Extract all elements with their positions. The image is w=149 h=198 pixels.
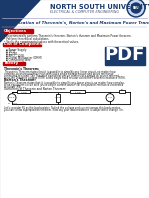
Text: • Verify the experimental values with theoretical values.: • Verify the experimental values with th… xyxy=(4,39,79,44)
Bar xyxy=(17,90,30,93)
Text: Lab 6: Verification of Thevenin's, Norton's and Maximum Power Transfer: Lab 6: Verification of Thevenin's, Norto… xyxy=(0,21,149,25)
Text: ▪ PMD - 1208: ▪ PMD - 1208 xyxy=(6,54,24,58)
Text: V₁  30 V: V₁ 30 V xyxy=(8,103,16,104)
Text: NSU: NSU xyxy=(133,6,139,10)
Circle shape xyxy=(128,1,143,15)
Text: List of Components:: List of Components: xyxy=(4,42,48,46)
Text: • Perform theoretical calculations.: • Perform theoretical calculations. xyxy=(4,37,49,41)
Text: 30 V: 30 V xyxy=(9,97,15,98)
Text: Norton's Theorem:: Norton's Theorem: xyxy=(4,78,36,82)
Text: NORTH SOUTH UNIVERSITY: NORTH SOUTH UNIVERSITY xyxy=(50,4,149,10)
Text: R₁: R₁ xyxy=(22,90,25,91)
Circle shape xyxy=(8,94,16,102)
Text: Objectives: Objectives xyxy=(4,29,27,33)
Text: to as the Thevenin voltage (VTH) and a single fixed resistor called the Thevenin: to as the Thevenin voltage (VTH) and a s… xyxy=(4,76,126,80)
Text: 7 V: 7 V xyxy=(108,97,112,98)
Text: ▪ Connecting Wire: ▪ Connecting Wire xyxy=(6,58,31,63)
Bar xyxy=(3,43,41,46)
Text: you can follow superposition theorem. Now say your load resistance is subjected : you can follow superposition theorem. No… xyxy=(4,108,124,112)
Text: Rₗ: Rₗ xyxy=(121,89,123,90)
Text: Norton's Theorem states that it is possible to simplify any linear circuit, no m: Norton's Theorem states that it is possi… xyxy=(4,81,125,85)
Text: complex, to an equivalent circuit with just a single voltage source and series r: complex, to an equivalent circuit with j… xyxy=(4,72,114,76)
Text: 4 kΩ: 4 kΩ xyxy=(21,92,26,93)
Bar xyxy=(3,29,33,32)
Bar xyxy=(55,94,59,102)
Text: ▪ Power Supply: ▪ Power Supply xyxy=(6,48,26,51)
Text: • Experimentally perform Thevenin's theorem, Norton's theorem and Maximum Power : • Experimentally perform Thevenin's theo… xyxy=(4,34,132,38)
Text: PDF: PDF xyxy=(105,47,145,65)
Text: Thevenin's Theorem states that it is possible to simplify any linear circuit, no: Thevenin's Theorem states that it is pos… xyxy=(4,70,115,74)
Text: connected to a load. The Thevenin equivalent circuit consists of a simple dc sou: connected to a load. The Thevenin equiva… xyxy=(4,74,119,78)
Bar xyxy=(119,90,125,93)
Text: ▪ 2.2 kΩ: ▪ 2.2 kΩ xyxy=(6,52,17,56)
Bar xyxy=(3,62,25,65)
Text: Theory: Theory xyxy=(4,62,19,66)
Text: to an equivalent circuit with just a simple current source (IN) and parallel res: to an equivalent circuit with just a sim… xyxy=(4,83,123,87)
Circle shape xyxy=(131,3,141,13)
Text: 7 kΩ: 7 kΩ xyxy=(55,97,60,98)
Text: ▪ Digital Multimeter (DMM): ▪ Digital Multimeter (DMM) xyxy=(6,56,42,60)
Bar xyxy=(105,47,145,65)
Text: 1 kΩ: 1 kΩ xyxy=(75,92,80,93)
Text: to a load (RN).: to a load (RN). xyxy=(4,85,22,89)
Text: Let's consider RL as the load resistor. To find the voltage and current across t: Let's consider RL as the load resistor. … xyxy=(4,106,121,110)
Text: ELECTRICAL & COMPUTER ENGINEERING: ELECTRICAL & COMPUTER ENGINEERING xyxy=(50,10,119,14)
Circle shape xyxy=(106,94,114,102)
Circle shape xyxy=(127,0,145,17)
Text: Usefulness of Thevenin and Norton Theorem:: Usefulness of Thevenin and Norton Theore… xyxy=(4,87,66,91)
Polygon shape xyxy=(0,0,40,42)
Text: ▪ 1K Ω: ▪ 1K Ω xyxy=(6,50,15,54)
Text: Thevenin's Theorem:: Thevenin's Theorem: xyxy=(4,67,39,71)
Bar xyxy=(70,90,85,93)
Text: R₂: R₂ xyxy=(76,90,79,91)
